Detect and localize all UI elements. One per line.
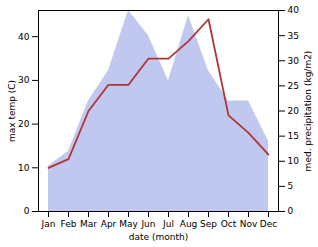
svg-text:30: 30 bbox=[288, 56, 300, 66]
svg-text:0: 0 bbox=[288, 206, 294, 216]
svg-text:30: 30 bbox=[18, 75, 30, 85]
svg-text:40: 40 bbox=[288, 5, 300, 15]
svg-text:max temp (C): max temp (C) bbox=[7, 80, 17, 142]
svg-text:Oct: Oct bbox=[221, 219, 237, 229]
svg-text:Jul: Jul bbox=[162, 219, 174, 229]
svg-text:15: 15 bbox=[288, 131, 299, 141]
svg-text:0: 0 bbox=[24, 206, 30, 216]
svg-text:May: May bbox=[119, 219, 138, 229]
svg-text:35: 35 bbox=[288, 31, 299, 41]
svg-text:date (month): date (month) bbox=[129, 232, 188, 242]
svg-text:20: 20 bbox=[288, 106, 300, 116]
svg-text:40: 40 bbox=[18, 32, 30, 42]
svg-text:Apr: Apr bbox=[101, 219, 117, 229]
svg-text:Nov: Nov bbox=[240, 219, 258, 229]
svg-text:med. precipitation (kg/m2): med. precipitation (kg/m2) bbox=[303, 51, 313, 172]
svg-text:5: 5 bbox=[288, 181, 294, 191]
svg-text:10: 10 bbox=[18, 163, 30, 173]
svg-text:Jun: Jun bbox=[140, 219, 155, 229]
svg-text:Aug: Aug bbox=[180, 219, 198, 229]
svg-text:Feb: Feb bbox=[61, 219, 77, 229]
svg-text:25: 25 bbox=[288, 81, 299, 91]
svg-text:Sep: Sep bbox=[200, 219, 217, 229]
svg-text:Mar: Mar bbox=[80, 219, 97, 229]
svg-text:Jan: Jan bbox=[41, 219, 56, 229]
svg-text:20: 20 bbox=[18, 119, 30, 129]
svg-text:10: 10 bbox=[288, 156, 300, 166]
svg-text:Dec: Dec bbox=[260, 219, 277, 229]
